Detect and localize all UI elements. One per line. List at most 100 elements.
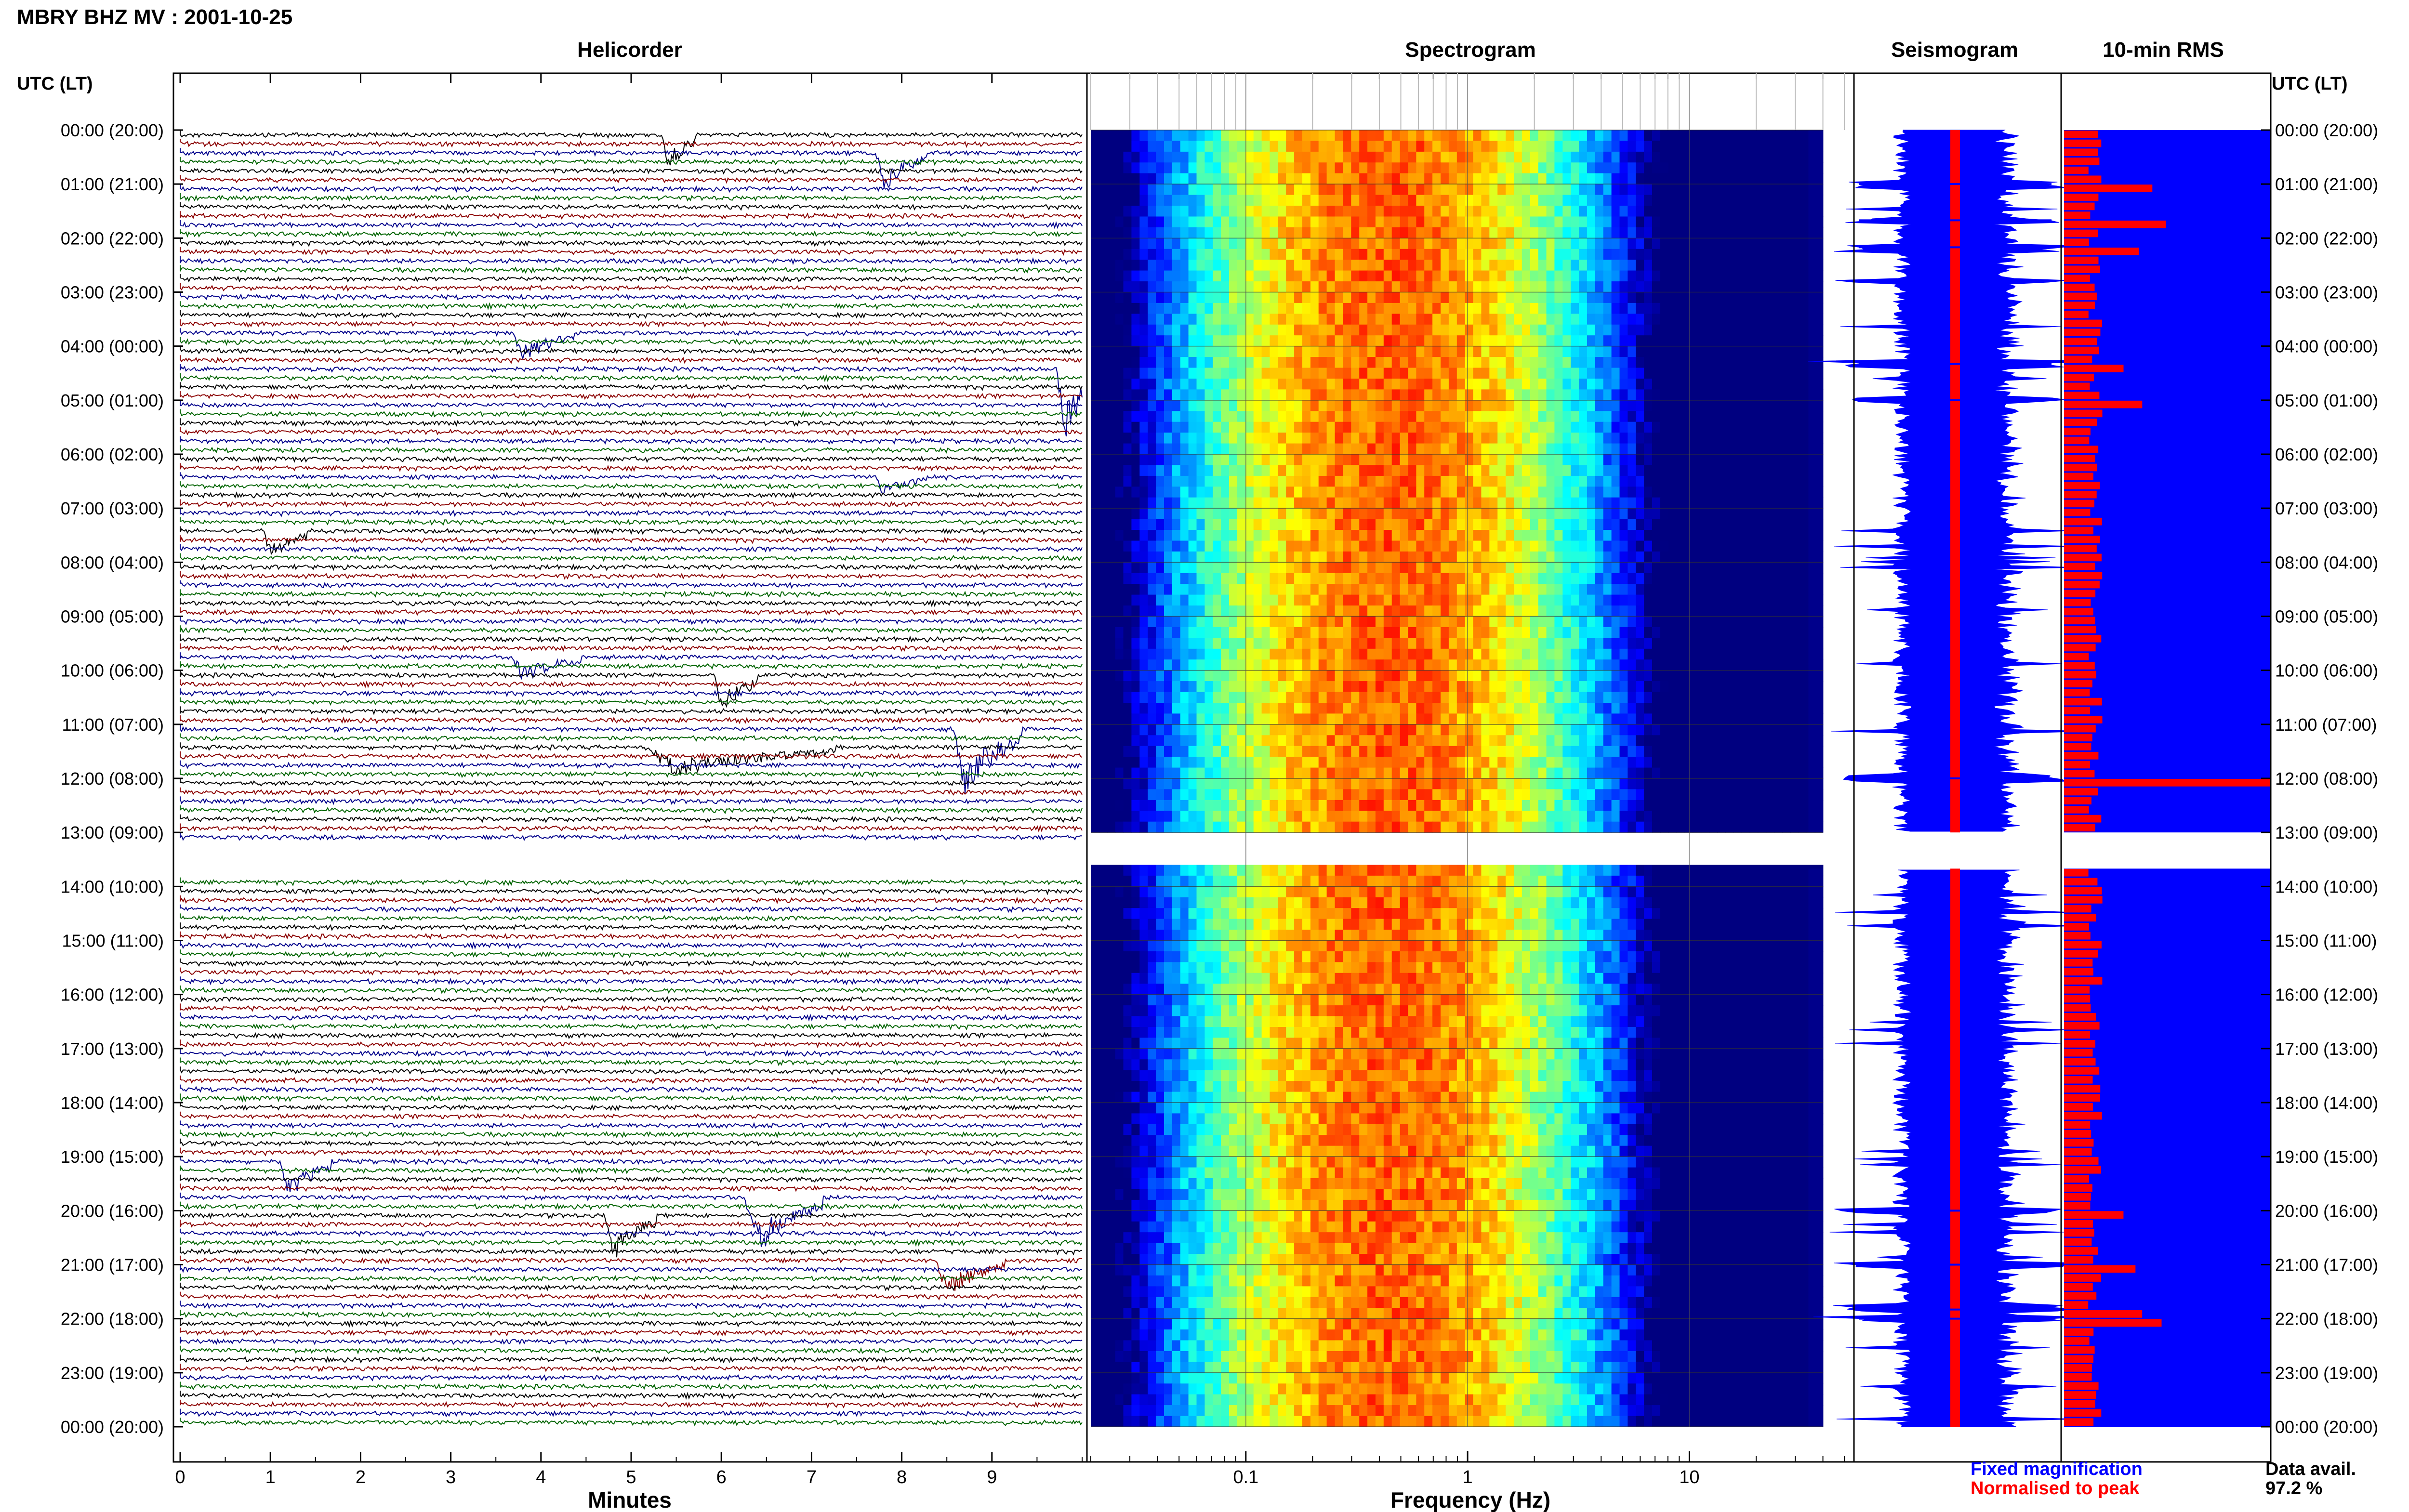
spectrogram-cell [1123,162,1132,174]
spectrogram-cell [1237,195,1246,206]
spectrogram-cell [1782,130,1791,141]
helicorder-speck [471,1101,473,1102]
helicorder-speck [506,768,507,769]
helicorder-speck [680,1019,682,1021]
helicorder-speck [358,734,360,736]
helicorder-trace [180,733,1083,742]
spectrogram-cell [1676,227,1685,238]
spectrogram-cell [1595,379,1604,390]
helicorder-speck [650,1017,652,1019]
spectrogram-cell [1375,195,1384,206]
helicorder-speck [721,913,723,914]
helicorder-speck [836,1194,838,1195]
helicorder-speck [494,196,496,197]
spectrogram-cell [1091,400,1099,411]
helicorder-speck [994,675,996,677]
spectrogram-cell [1237,292,1246,303]
spectrogram-cell [1343,260,1352,271]
helicorder-speck [907,928,909,930]
spectrogram-cell [1213,400,1221,411]
helicorder-speck [718,672,720,674]
helicorder-trace [180,571,1083,580]
helicorder-speck [651,885,653,887]
helicorder-speck [442,545,444,546]
spectrogram-cell [1481,302,1490,314]
spectrogram-cell [1628,324,1636,336]
helicorder-speck [544,1263,546,1264]
helicorder-speck [509,346,511,347]
spectrogram-cell [1506,141,1514,152]
helicorder-speck [616,239,618,240]
helicorder-speck [988,1266,989,1267]
helicorder-speck [897,1098,899,1099]
spectrogram-cell [1237,346,1246,357]
helicorder-speck [223,721,225,723]
helicorder-speck [310,1329,312,1330]
helicorder-speck [596,508,597,510]
spectrogram-cell [1579,379,1588,390]
spectrogram-cell [1554,389,1563,401]
helicorder-speck [829,1262,831,1264]
spectrogram-cell [1530,302,1539,314]
helicorder-speck [1019,416,1020,418]
spectrogram-cell [1359,151,1368,163]
helicorder-speck [830,1149,832,1150]
spectrogram-cell [1164,281,1173,293]
spectrogram-cell [1701,162,1709,174]
helicorder-speck [962,621,963,622]
spectrogram-cell [1099,302,1108,314]
spectrogram-cell [1628,206,1636,217]
helicorder-speck [486,808,488,809]
helicorder-speck [231,322,233,324]
helicorder-speck [497,211,499,213]
spectrogram-cell [1416,346,1425,357]
helicorder-speck [602,1106,604,1107]
helicorder-speck [894,1126,896,1128]
spectrogram-cell [1286,151,1295,163]
helicorder-trace [180,751,1083,761]
spectrogram-cell [1611,216,1620,228]
helicorder-speck [441,144,443,145]
spectrogram-cell [1465,281,1474,293]
helicorder-speck [491,799,493,801]
spectrogram-cell [1115,195,1124,206]
helicorder-speck [532,346,534,347]
spectrogram-cell [1774,324,1783,336]
helicorder-speck [392,138,394,139]
spectrogram-cell [1652,335,1661,347]
spectrogram-cell [1099,411,1108,422]
helicorder-speck [679,1037,681,1038]
helicorder-trace [180,274,1083,283]
helicorder-speck [679,635,681,636]
helicorder-speck [919,754,921,756]
spectrogram-cell [1766,324,1775,336]
spectrogram-cell [1156,184,1165,196]
spectrogram-cell [1587,335,1596,347]
helicorder-speck [966,1225,968,1226]
helicorder-speck [196,657,198,659]
helicorder-speck [683,1256,685,1257]
spectrogram-cell [1261,324,1271,336]
spectrogram-cell [1261,379,1271,390]
spectrogram-cell [1456,389,1466,401]
helicorder-speck [486,942,488,943]
helicorder-speck [181,974,183,975]
spectrogram-cell [1172,302,1181,314]
spectrogram-cell [1636,400,1644,411]
spectrogram-cell [1652,346,1661,357]
spectrogram-cell [1603,335,1612,347]
helicorder-speck [1072,791,1074,793]
spectrogram-cell [1636,324,1644,336]
spectrogram-cell [1400,260,1409,271]
helicorder-speck [1035,159,1037,160]
spectrogram-cell [1473,216,1482,228]
spectrogram-cell [1123,368,1132,379]
spectrogram-cell [1571,249,1579,260]
helicorder-speck [490,553,492,554]
spectrogram-cell [1432,162,1441,174]
helicorder-trace [180,1183,1083,1193]
helicorder-speck [1080,811,1082,812]
spectrogram-cell [1660,357,1669,368]
spectrogram-cell [1660,184,1669,196]
helicorder-speck [1045,263,1046,264]
